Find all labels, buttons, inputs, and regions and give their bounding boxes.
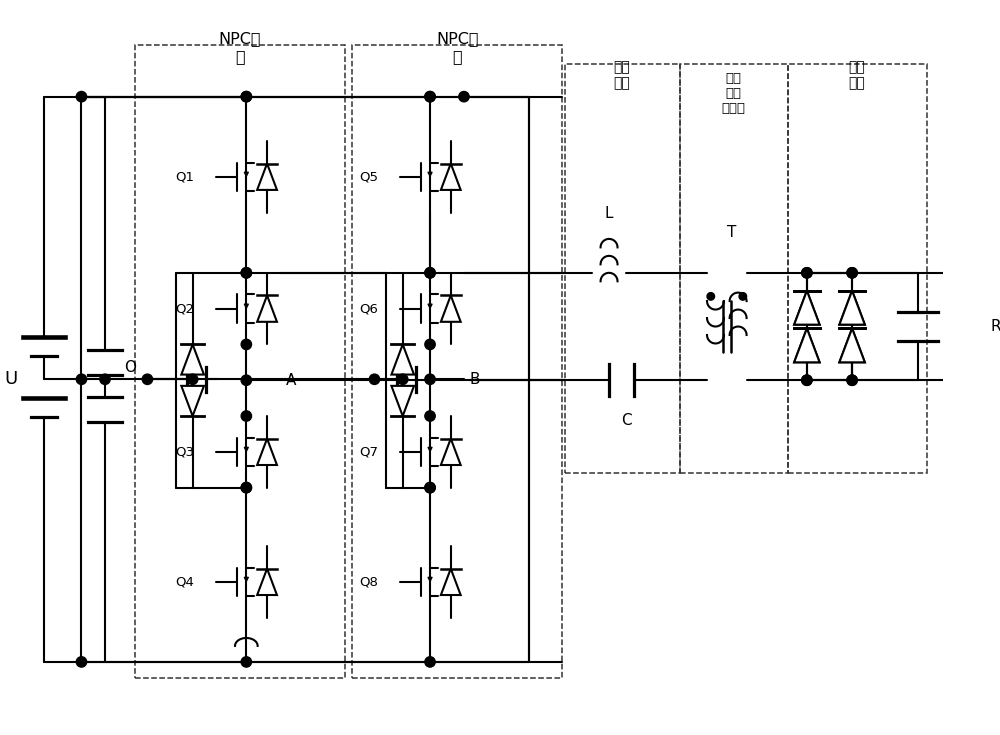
Circle shape: [398, 374, 408, 384]
Circle shape: [241, 657, 252, 667]
Text: Q6: Q6: [359, 302, 378, 315]
Circle shape: [425, 91, 435, 102]
Text: Q1: Q1: [176, 171, 195, 183]
Text: L: L: [605, 206, 613, 221]
Polygon shape: [839, 291, 865, 325]
Text: Q8: Q8: [359, 576, 378, 588]
Polygon shape: [794, 329, 820, 362]
Text: Q4: Q4: [176, 576, 195, 588]
Circle shape: [100, 374, 110, 384]
FancyBboxPatch shape: [960, 297, 979, 356]
Polygon shape: [441, 295, 461, 322]
Polygon shape: [839, 329, 865, 362]
Polygon shape: [391, 386, 414, 416]
Circle shape: [707, 293, 715, 300]
Circle shape: [241, 375, 252, 385]
Polygon shape: [794, 291, 820, 325]
Text: Q2: Q2: [176, 302, 195, 315]
Circle shape: [241, 268, 252, 278]
Circle shape: [847, 375, 857, 385]
Circle shape: [425, 340, 435, 350]
Circle shape: [425, 482, 435, 492]
Polygon shape: [257, 295, 277, 322]
Circle shape: [847, 375, 857, 385]
Circle shape: [76, 91, 87, 102]
Polygon shape: [441, 569, 461, 595]
Circle shape: [425, 268, 435, 278]
Circle shape: [241, 268, 252, 278]
Text: T: T: [727, 225, 736, 240]
Circle shape: [241, 91, 252, 102]
Circle shape: [739, 293, 747, 300]
Polygon shape: [794, 291, 820, 325]
Polygon shape: [441, 163, 461, 190]
Text: RL: RL: [991, 319, 1000, 334]
Circle shape: [241, 482, 252, 492]
Text: B: B: [470, 372, 480, 387]
Circle shape: [241, 411, 252, 421]
Polygon shape: [441, 439, 461, 465]
Polygon shape: [839, 329, 865, 362]
Polygon shape: [391, 345, 414, 375]
Circle shape: [425, 411, 435, 421]
Text: 高频
隔离
变压器: 高频 隔离 变压器: [721, 73, 745, 115]
Polygon shape: [181, 345, 204, 375]
Circle shape: [241, 482, 252, 492]
Circle shape: [76, 657, 87, 667]
Circle shape: [369, 374, 380, 384]
Text: A: A: [286, 373, 296, 388]
Circle shape: [187, 374, 198, 384]
Text: C: C: [621, 413, 631, 429]
Circle shape: [76, 374, 87, 384]
Polygon shape: [257, 163, 277, 190]
Polygon shape: [794, 329, 820, 362]
Text: O: O: [124, 359, 136, 375]
Circle shape: [802, 375, 812, 385]
Text: Q7: Q7: [359, 445, 378, 459]
Circle shape: [847, 268, 857, 278]
Circle shape: [459, 91, 469, 102]
Circle shape: [142, 374, 153, 384]
Text: 谐振
网络: 谐振 网络: [613, 60, 630, 90]
Text: U: U: [4, 370, 17, 388]
Circle shape: [802, 268, 812, 278]
Circle shape: [802, 268, 812, 278]
Text: Q3: Q3: [176, 445, 195, 459]
Circle shape: [425, 268, 435, 278]
Circle shape: [425, 91, 435, 102]
Text: NPC桥
臂: NPC桥 臂: [218, 32, 261, 64]
Circle shape: [847, 268, 857, 278]
Text: Q5: Q5: [359, 171, 378, 183]
Circle shape: [425, 657, 435, 667]
Polygon shape: [839, 291, 865, 325]
Circle shape: [802, 375, 812, 385]
Circle shape: [425, 374, 435, 384]
Polygon shape: [257, 439, 277, 465]
Circle shape: [241, 91, 252, 102]
Circle shape: [241, 340, 252, 350]
Circle shape: [425, 482, 435, 492]
Polygon shape: [181, 386, 204, 416]
Text: 整流
电路: 整流 电路: [848, 60, 865, 90]
Text: NPC桥
臂: NPC桥 臂: [436, 32, 479, 64]
Polygon shape: [257, 569, 277, 595]
